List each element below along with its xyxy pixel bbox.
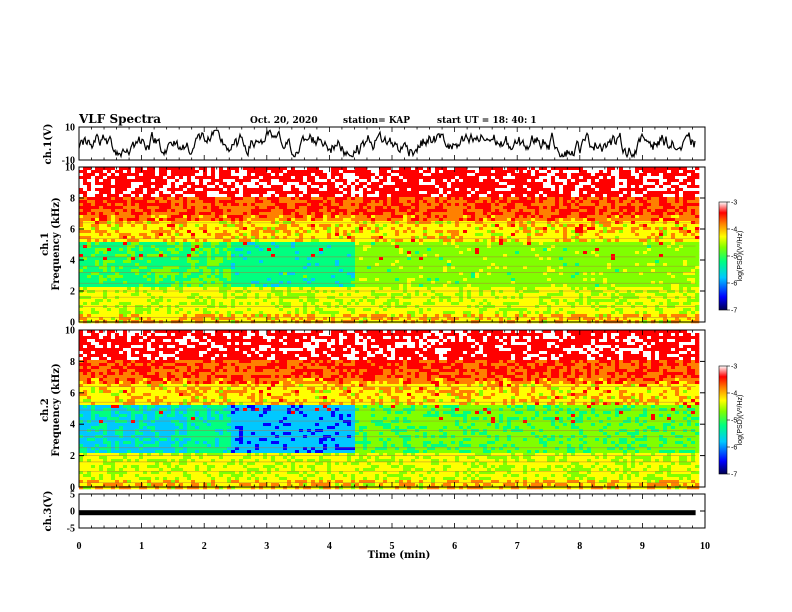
colorbar-tick-label: -6 [731, 281, 737, 288]
x-tick-label: 3 [264, 541, 269, 552]
colorbar-tick-label: -4 [731, 227, 737, 234]
time-axis-label: Time (min) [368, 550, 431, 561]
ch1-waveform-panel: 10-10 [62, 123, 705, 167]
y-tick-label: 2 [70, 451, 75, 462]
y-tick-label: 6 [70, 388, 75, 399]
y-tick-label: 4 [70, 420, 75, 431]
ch2-frequency-axis-label: Frequency (kHz) [51, 363, 62, 456]
ch1-frequency-axis-label: Frequency (kHz) [51, 197, 62, 290]
x-tick-label: 7 [515, 541, 520, 552]
y-tick-label: 6 [70, 225, 75, 236]
x-tick-label: 10 [700, 541, 710, 552]
y-tick-label: 10 [65, 326, 75, 337]
x-tick-label: 0 [77, 541, 82, 552]
x-tick-label: 8 [577, 541, 582, 552]
station-label: station= KAP [343, 116, 410, 126]
ch3-signal-line [79, 510, 696, 515]
ch1-spectrogram-axis-label: ch.1 [40, 232, 51, 256]
date-label: Oct. 20, 2020 [250, 116, 318, 126]
y-tick-label: 10 [65, 123, 75, 134]
colorbar-tick-label: -6 [731, 445, 737, 452]
y-tick-label: -5 [67, 524, 75, 535]
y-tick-label: 5 [70, 490, 75, 501]
ch2-colorbar-label: log(PSD)(V²/Hz) [737, 395, 744, 446]
ch3-waveform-panel: 5 0 -5 [67, 490, 705, 535]
chart-title: VLF Spectra [78, 112, 161, 126]
y-tick-label: 4 [70, 256, 75, 267]
y-tick-label: 8 [70, 194, 75, 205]
ch1-colorbar-label: log(PSD)(V²/Hz) [737, 231, 744, 282]
y-tick-label: 10 [65, 163, 75, 174]
ch1-waveform-line [79, 130, 695, 156]
colorbar-tick-label: -5 [731, 254, 737, 261]
y-tick-label: 0 [70, 507, 75, 518]
x-tick-label: 6 [452, 541, 457, 552]
ch3-voltage-axis-label: ch.3(V) [43, 490, 54, 531]
start-time-label: start UT = 18: 40: 1 [437, 116, 537, 126]
x-tick-label: 2 [202, 541, 207, 552]
colorbar-tick-label: -5 [731, 418, 737, 425]
x-tick-label: 9 [640, 541, 645, 552]
y-tick-label: 8 [70, 357, 75, 368]
x-tick-label: 1 [139, 541, 144, 552]
colorbar-tick-label: -3 [731, 200, 737, 207]
colorbar-tick-label: -4 [731, 391, 737, 398]
colorbar-tick-label: -7 [731, 308, 737, 315]
x-tick-label: 4 [327, 541, 332, 552]
colorbar-tick-label: -3 [731, 364, 737, 371]
ch1-voltage-axis-label: ch.1(V) [43, 123, 54, 164]
ch2-spectrogram-axis-label: ch.2 [40, 398, 51, 422]
colorbar-tick-label: -7 [731, 472, 737, 479]
y-tick-label: 2 [70, 287, 75, 298]
